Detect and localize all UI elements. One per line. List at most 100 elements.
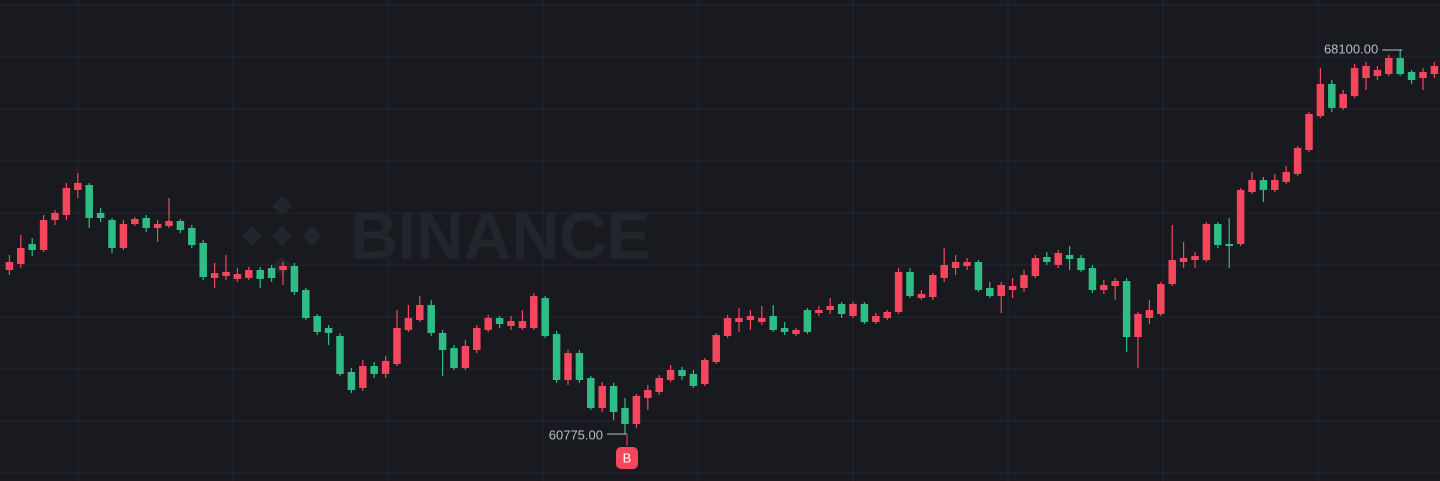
candle-body [1350, 67, 1359, 96]
candle-body [1043, 257, 1051, 262]
candle-body [906, 272, 914, 297]
candle-body [1008, 286, 1017, 290]
candle-body [644, 390, 652, 398]
candle-body [712, 335, 720, 363]
candle-body [370, 366, 378, 374]
candle-body [621, 407, 629, 424]
candle-body [256, 270, 264, 279]
candle-body [85, 184, 93, 219]
candle-body [302, 289, 310, 318]
candle-body [746, 315, 755, 320]
candle-body [1202, 223, 1211, 261]
candle-body [575, 353, 584, 381]
candle-body [598, 385, 606, 408]
candle-body [1054, 252, 1062, 265]
annotation-label: 68100.00 [1324, 41, 1378, 56]
candle-body [1031, 258, 1040, 276]
candle-body [290, 265, 299, 292]
candle-body [267, 268, 276, 278]
candle-body [507, 321, 515, 327]
candle-body [769, 315, 777, 330]
candle-body [131, 219, 139, 224]
candle-body [689, 373, 698, 386]
candle-body [849, 303, 857, 316]
candle-body [1396, 58, 1404, 75]
candle-body [940, 264, 948, 278]
candle-body [1157, 284, 1165, 315]
candles [5, 50, 1439, 434]
candle-body [96, 212, 105, 219]
candle-body [986, 288, 994, 297]
candle-body [1271, 180, 1279, 190]
candle-body [803, 310, 812, 332]
candle-body [609, 385, 618, 412]
candle-body [347, 371, 356, 391]
candle-body [792, 329, 800, 335]
candle-body [74, 182, 82, 190]
candle-body [1088, 268, 1097, 290]
annotation-label: 60775.00 [549, 427, 603, 442]
candle-body [119, 223, 128, 249]
candle-body [701, 359, 709, 384]
candle-body [632, 395, 641, 424]
candle-body [108, 220, 116, 249]
candle-body [245, 270, 253, 278]
candle-body [1407, 72, 1416, 80]
candle-body [655, 378, 663, 393]
candle-body [518, 321, 527, 329]
candle-body [188, 227, 196, 246]
candle-body [1111, 281, 1119, 287]
candle-body [416, 304, 424, 320]
candle-body [963, 261, 971, 266]
candle-body [1419, 72, 1427, 78]
candle-body [951, 261, 960, 269]
candle-body [165, 221, 173, 226]
candle-body [1362, 65, 1370, 78]
candle-body [313, 315, 321, 332]
candle-body [176, 221, 185, 230]
marker-label: B [623, 450, 632, 465]
marker-badge [616, 447, 638, 469]
candle-body [678, 369, 686, 377]
candle-body [872, 315, 880, 323]
candle-body [199, 242, 207, 277]
candle-body [1316, 84, 1325, 117]
candle-body [541, 298, 549, 337]
candle-body [279, 265, 287, 271]
candle-body [51, 212, 59, 221]
candle-body [1100, 285, 1108, 290]
candle-body [461, 345, 470, 368]
candle-body [1145, 310, 1154, 318]
candle-body [1214, 223, 1222, 246]
candle-body [381, 360, 390, 374]
candle-body [1305, 114, 1313, 151]
candle-body [1328, 84, 1336, 108]
candle-body [1430, 65, 1439, 75]
candle-body [723, 317, 732, 337]
candle-body [1122, 281, 1131, 338]
candle-body [530, 296, 538, 329]
candle-body [917, 293, 926, 299]
candle-body [17, 248, 25, 264]
candle-body [233, 274, 242, 279]
candle-body [450, 348, 458, 368]
candle-body [1077, 258, 1085, 271]
candle-body [1282, 171, 1290, 183]
candle-body [484, 317, 492, 330]
candle-body [336, 336, 344, 374]
candle-body [1020, 275, 1028, 289]
candle-body [894, 272, 903, 313]
candle-body [1293, 147, 1302, 174]
candle-body [883, 312, 891, 318]
candle-body [1225, 244, 1233, 247]
candle-body [1065, 255, 1074, 260]
candle-body [587, 378, 595, 408]
candle-body [929, 275, 937, 298]
candle-body [210, 273, 219, 278]
candle-body [1191, 256, 1199, 261]
candle-body [1236, 189, 1245, 245]
candle-body [1373, 69, 1382, 77]
